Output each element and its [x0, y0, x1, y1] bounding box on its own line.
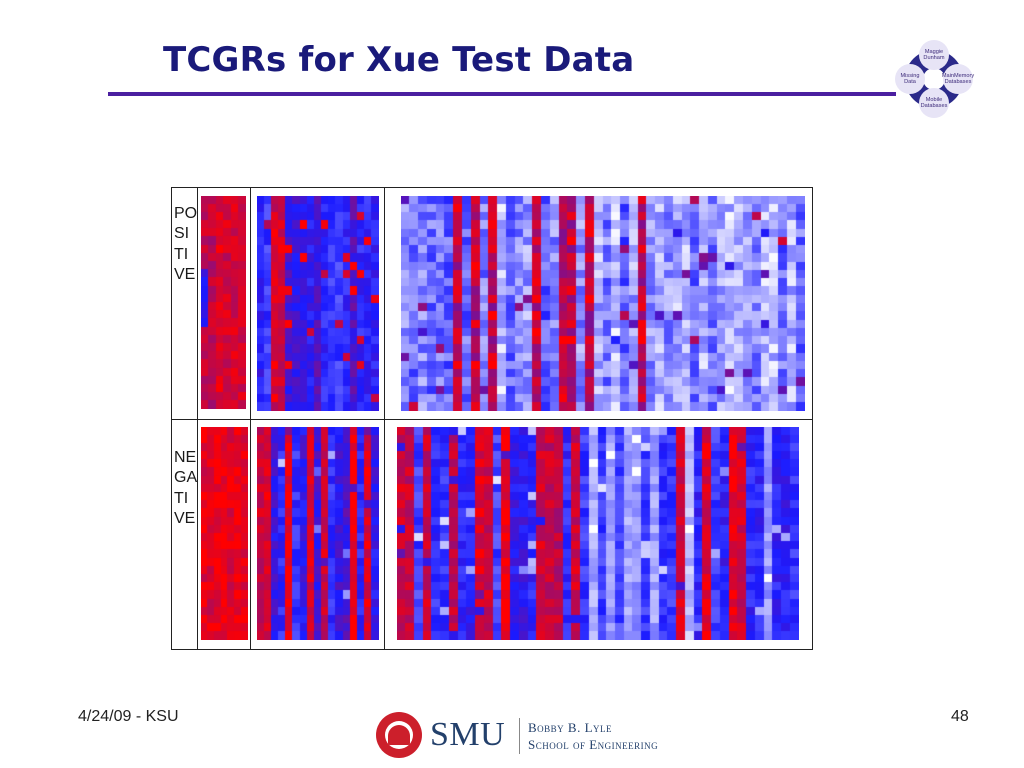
tcgr-heatmap-figure: POSITIVE NEGATIVE — [171, 187, 813, 650]
negative-heatmap-3 — [397, 427, 799, 640]
smu-seal-logo — [376, 712, 422, 758]
figure-row-divider — [172, 419, 812, 420]
slide-title: TCGRs for Xue Test Data — [163, 40, 635, 80]
logo-label-bottom: Mobile Databases — [919, 88, 949, 118]
negative-row-label: NEGATIVE — [174, 449, 198, 527]
logo-center — [923, 68, 945, 90]
positive-heatmap-3 — [401, 196, 805, 411]
school-name-line2: School of Engineering — [528, 737, 659, 752]
figure-divider — [250, 188, 251, 649]
negative-heatmap-2 — [257, 427, 379, 640]
logo-label-top: Maggie Dunham — [919, 40, 949, 70]
slide-number: 48 — [951, 708, 969, 725]
positive-heatmap-2 — [257, 196, 379, 411]
logo-label-left: Missing Data — [895, 64, 925, 94]
figure-divider — [384, 188, 385, 649]
school-name-line1: Bobby B. Lyle — [528, 720, 613, 735]
seal-dome-icon — [388, 725, 410, 745]
footer-date: 4/24/09 - KSU — [78, 708, 179, 725]
logo-divider — [519, 718, 520, 754]
negative-heatmap-1 — [201, 427, 248, 640]
logo-label-right: MainMemory Databases — [942, 64, 974, 94]
positive-heatmap-1 — [201, 196, 246, 409]
title-underline — [108, 92, 896, 96]
research-areas-logo: Maggie Dunham Missing Data MainMemory Da… — [893, 38, 975, 120]
smu-wordmark: SMU — [430, 716, 506, 753]
positive-row-label: POSITIVE — [174, 205, 198, 283]
figure-divider — [197, 188, 198, 649]
